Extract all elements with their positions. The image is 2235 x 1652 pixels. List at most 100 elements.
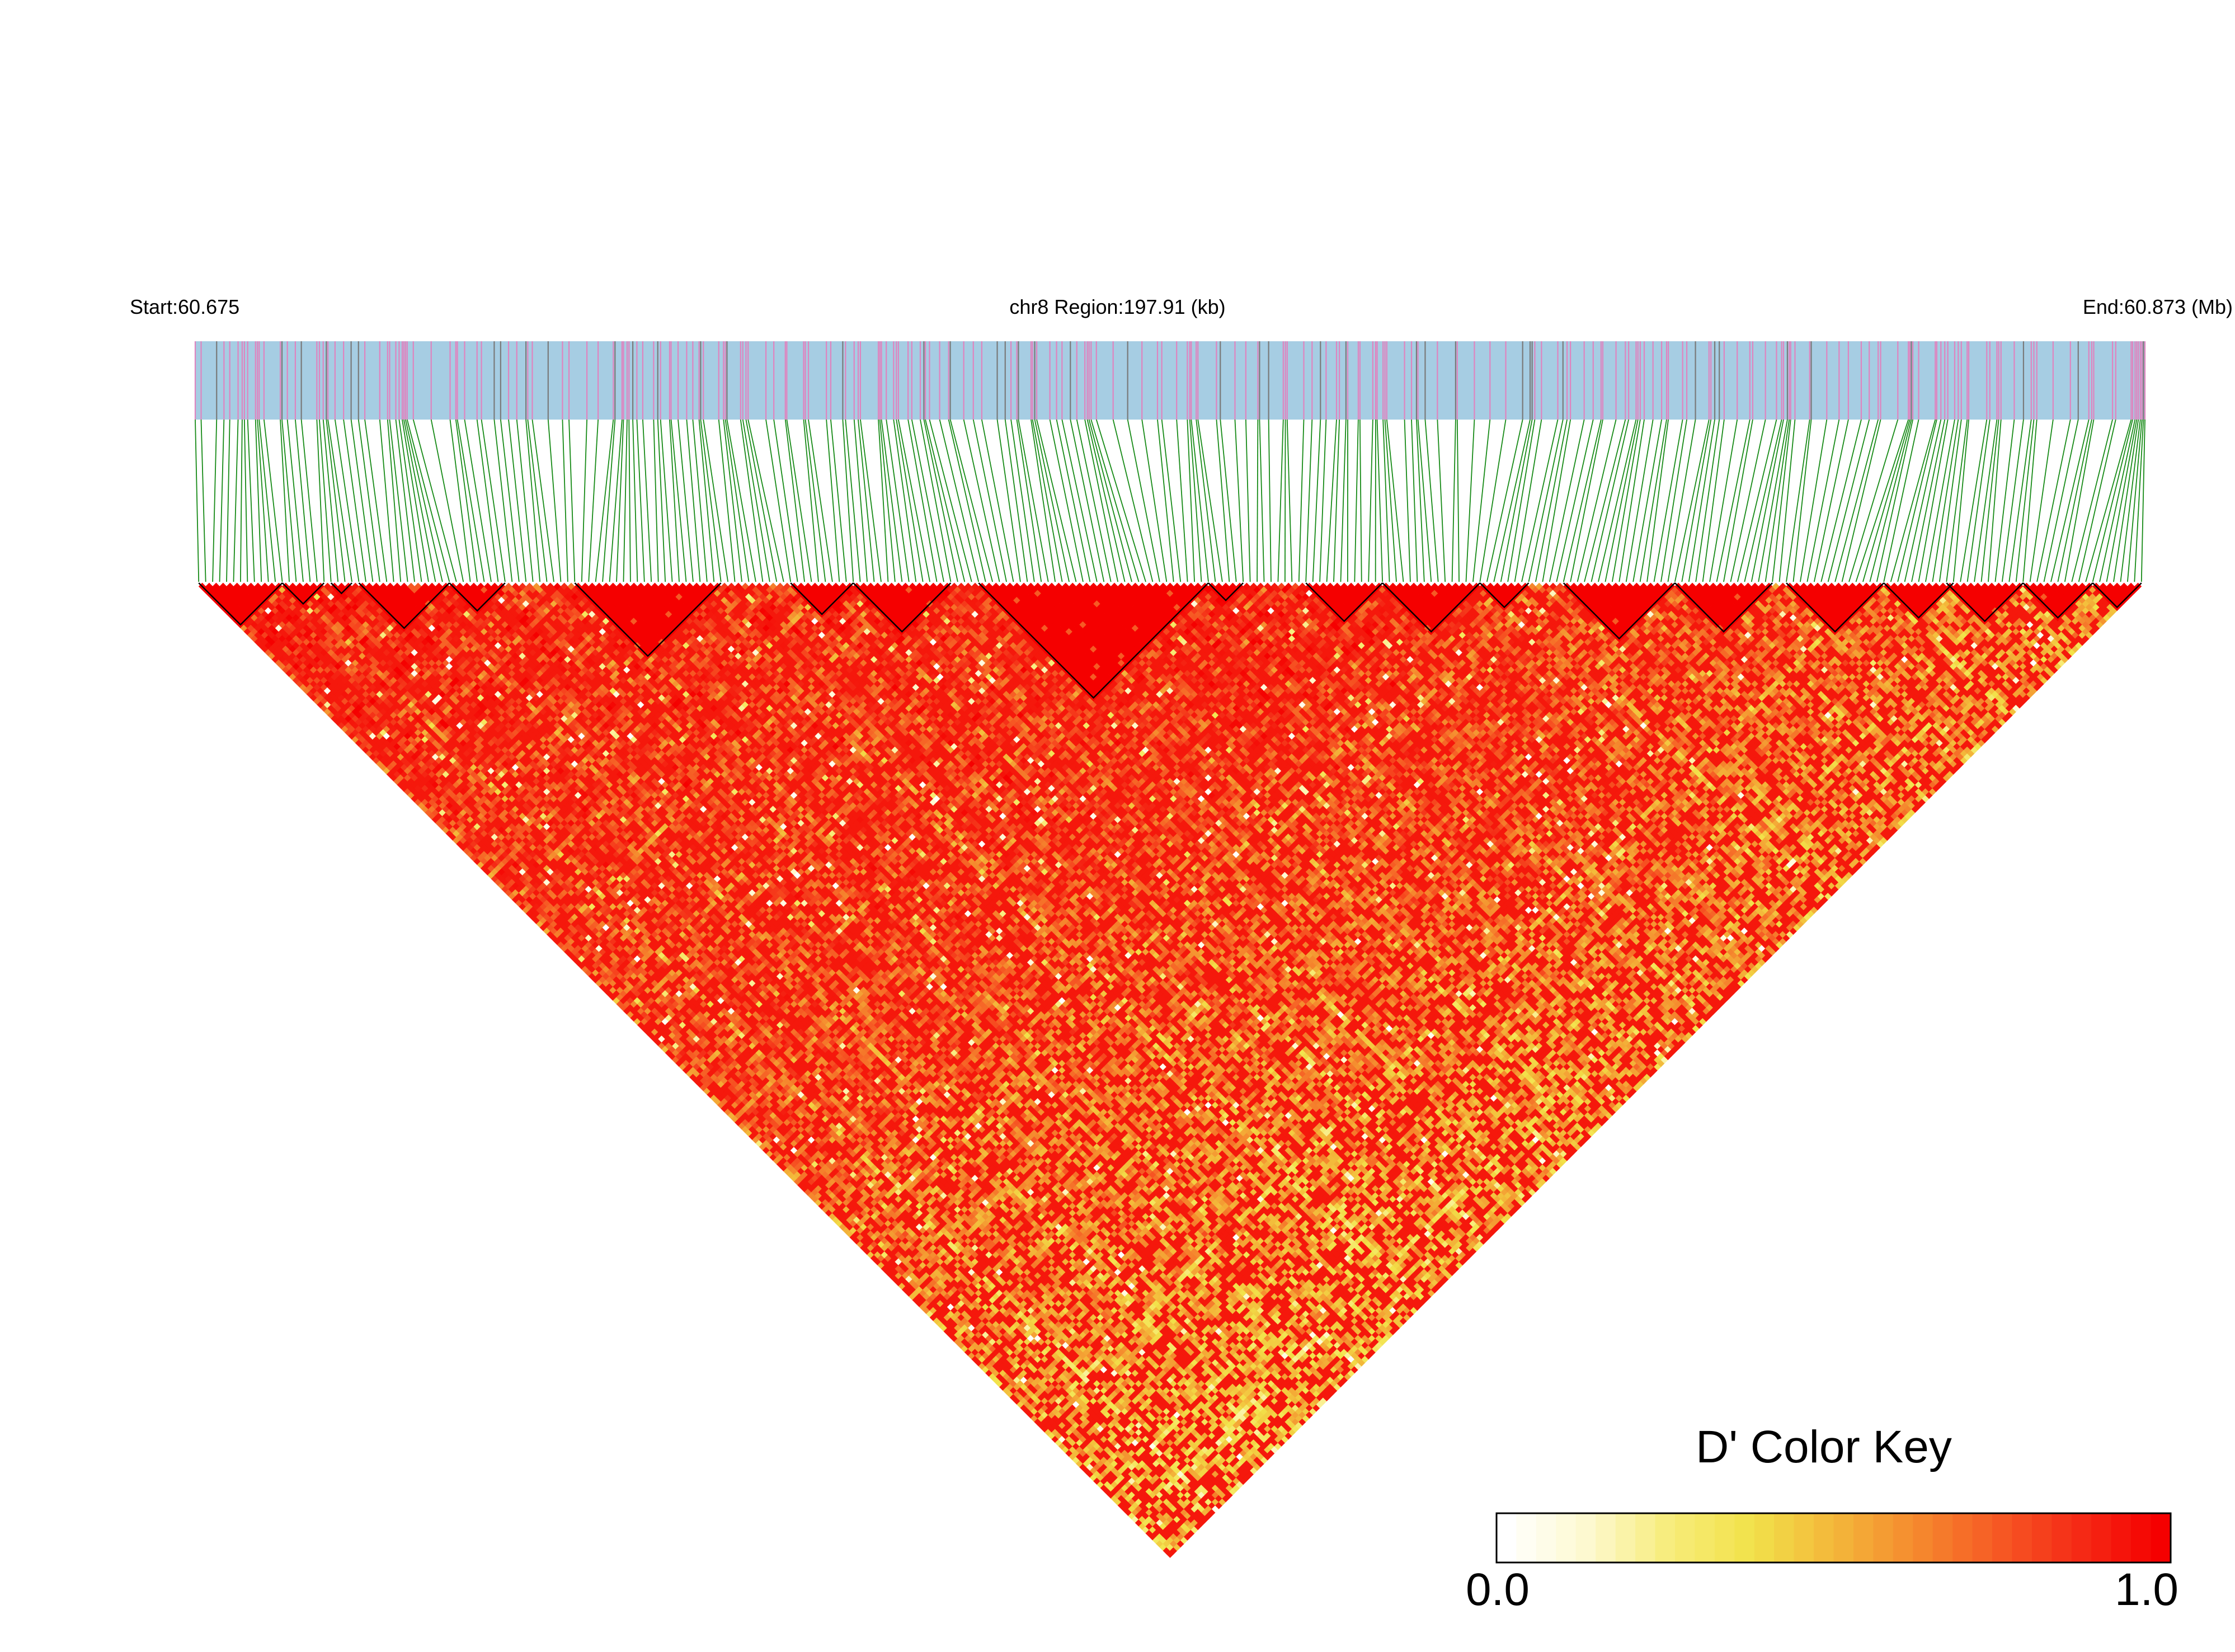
snp-connector (525, 419, 540, 582)
snp-connector (2050, 419, 2090, 582)
snp-connector (723, 419, 742, 582)
snp-connector (1359, 419, 1362, 582)
snp-connector (1674, 419, 1710, 582)
snp-connector (826, 419, 840, 582)
snp-connector (948, 419, 986, 582)
snp-connector (1070, 419, 1105, 582)
snp-connector (660, 419, 673, 582)
snp-connector (653, 419, 659, 582)
snp-connector (595, 419, 614, 582)
snp-connector (1994, 419, 2015, 582)
snp-connector (1016, 419, 1042, 582)
snp-connector (670, 419, 687, 582)
snp-connector (233, 419, 239, 582)
snp-connector (1876, 419, 1913, 582)
snp-position-track (194, 341, 2146, 420)
snp-connector (1404, 419, 1411, 582)
snp-connector (853, 419, 868, 582)
snp-connector (1486, 419, 1523, 582)
snp-connector (1286, 419, 1293, 582)
snp-connector (200, 419, 206, 582)
snp-connector (1988, 419, 2002, 582)
snp-connector (389, 419, 408, 582)
snp-connector (1326, 419, 1337, 582)
snp-connector (1605, 419, 1639, 582)
snp-connector (949, 419, 993, 582)
snp-connector (430, 419, 464, 582)
snp-connector (1598, 419, 1637, 582)
snp-connector (2078, 419, 2116, 582)
snp-connector (243, 419, 248, 582)
snp-connector (1709, 419, 1738, 582)
snp-connector (923, 419, 958, 582)
snp-connector (2140, 419, 2145, 582)
snp-connector (334, 419, 360, 582)
snp-connector (1660, 419, 1687, 582)
snp-connector (929, 419, 972, 582)
snp-connector (1284, 419, 1286, 582)
snp-connector (657, 419, 666, 582)
snp-connector (1086, 419, 1126, 582)
snp-connector (981, 419, 1014, 582)
snp-connector (300, 419, 318, 582)
snp-connector (516, 419, 534, 582)
snp-connector (1127, 419, 1160, 582)
snp-connector (963, 419, 1000, 582)
snp-connector (379, 419, 394, 582)
snp-connector (1925, 419, 1955, 582)
snp-connector (247, 419, 255, 582)
snp-connector (280, 419, 290, 582)
snp-connector (2113, 419, 2139, 582)
snp-connector (2015, 419, 2035, 582)
snp-connector (1848, 419, 1899, 582)
snp-connector (1031, 419, 1056, 582)
snp-connector (1268, 419, 1272, 582)
snp-connector (2085, 419, 2132, 582)
snp-connector (784, 419, 805, 582)
snp-connector (1382, 419, 1390, 582)
snp-connector (878, 419, 889, 582)
snp-connector (1883, 419, 1919, 582)
snp-connector (1456, 419, 1460, 582)
snp-connector (588, 419, 599, 582)
snp-connector (387, 419, 402, 582)
snp-connector (1157, 419, 1174, 582)
snp-connector (212, 419, 218, 582)
snp-connector (1952, 419, 1969, 582)
snp-connector (398, 419, 422, 582)
snp-connector (632, 419, 638, 582)
snp-connector (481, 419, 506, 582)
snp-connector (1384, 419, 1397, 582)
snp-connector (1904, 419, 1942, 582)
snp-connector (2134, 419, 2144, 582)
snp-connector (1465, 419, 1475, 582)
snp-connector (1259, 419, 1265, 582)
snp-connector (726, 419, 756, 582)
snp-connector (1556, 419, 1594, 582)
snp-connector (2001, 419, 2024, 582)
snp-connector (1141, 419, 1168, 582)
snp-connector (449, 419, 471, 582)
snp-connector (1368, 419, 1373, 582)
snp-connector (1004, 419, 1028, 582)
snp-connector (1056, 419, 1091, 582)
snp-connector (1946, 419, 1968, 582)
snp-connector (1841, 419, 1881, 582)
snp-connector (2120, 419, 2141, 582)
snp-connector (1695, 419, 1720, 582)
snp-connector (1216, 419, 1230, 582)
snp-connector (642, 419, 652, 582)
snp-connector (1869, 419, 1912, 582)
snp-connector (996, 419, 1021, 582)
snp-connector (1340, 419, 1347, 582)
snp-connector (1702, 419, 1725, 582)
snp-connector (1277, 419, 1284, 582)
snp-connector (2092, 419, 2133, 582)
snp-connector (1036, 419, 1077, 582)
snp-connector (907, 419, 938, 582)
snp-connector (1688, 419, 1715, 582)
snp-connector (2022, 419, 2038, 582)
snp-connector (1681, 419, 1712, 582)
snp-connector (1507, 419, 1536, 582)
snp-connector (493, 419, 513, 582)
